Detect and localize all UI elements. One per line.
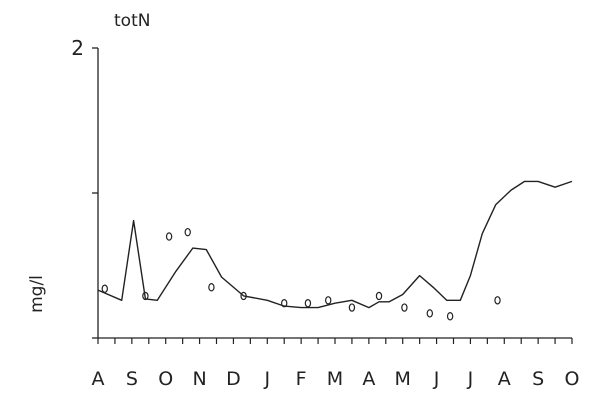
x-tick-label: M	[395, 368, 411, 390]
observation-point	[304, 299, 312, 308]
observation-point	[494, 296, 501, 305]
x-tick-label: M	[327, 368, 343, 390]
x-tick-label: A	[92, 368, 105, 390]
observation-point	[348, 303, 356, 312]
observation-point	[375, 291, 383, 301]
observation-point	[184, 227, 191, 237]
observation-point	[325, 296, 332, 305]
x-tick-label: A	[362, 368, 375, 390]
y-ticks: 2	[71, 36, 98, 339]
observation-point	[446, 312, 454, 321]
axes	[97, 48, 572, 339]
observation-point	[401, 303, 408, 312]
observation-point	[208, 283, 215, 292]
x-tick-label: D	[226, 368, 241, 390]
x-tick-label: J	[263, 368, 270, 390]
y-tick-label: 2	[71, 36, 84, 60]
chart-title: totN	[114, 11, 150, 31]
observation-point	[281, 299, 288, 308]
x-tick-label: J	[433, 368, 440, 390]
observation-point	[101, 284, 108, 293]
x-tick-label: A	[498, 368, 511, 390]
y-axis-label: mg/l	[27, 275, 47, 313]
x-tick-label: O	[158, 368, 173, 390]
x-tick-label: F	[296, 368, 307, 390]
observation-point	[142, 291, 149, 301]
observation-point	[240, 291, 247, 301]
x-tick-label: O	[565, 368, 580, 390]
x-tick-label: J	[467, 368, 474, 390]
observation-point	[426, 309, 433, 318]
x-tick-label: S	[532, 368, 544, 390]
x-tick-label: S	[126, 368, 138, 390]
x-tick-label: N	[192, 368, 206, 390]
series-layer	[97, 180, 573, 321]
series-line	[97, 180, 573, 309]
observation-point	[165, 232, 173, 241]
